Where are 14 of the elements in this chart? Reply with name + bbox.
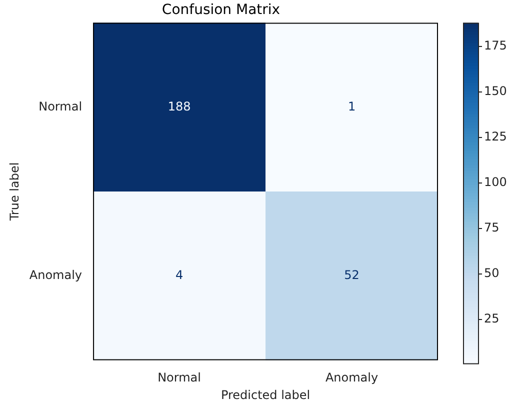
x-axis-title: Predicted label: [220, 388, 310, 402]
y-axis-title: True label: [7, 162, 22, 222]
data-label: 52: [344, 268, 360, 282]
color-bar-label: 175: [484, 38, 507, 53]
color-bar-label: 75: [484, 220, 500, 235]
data-label: 4: [175, 268, 184, 282]
color-bar-label: 125: [484, 130, 507, 144]
color-bar-label: 100: [484, 175, 507, 190]
color-bar-label: 50: [484, 266, 500, 280]
data-label: 1: [348, 99, 356, 114]
data-label: 188: [168, 99, 191, 114]
chart-title: Confusion Matrix: [162, 2, 280, 18]
color-bar-label: 25: [484, 312, 500, 326]
color-bar-label: 150: [484, 84, 507, 98]
